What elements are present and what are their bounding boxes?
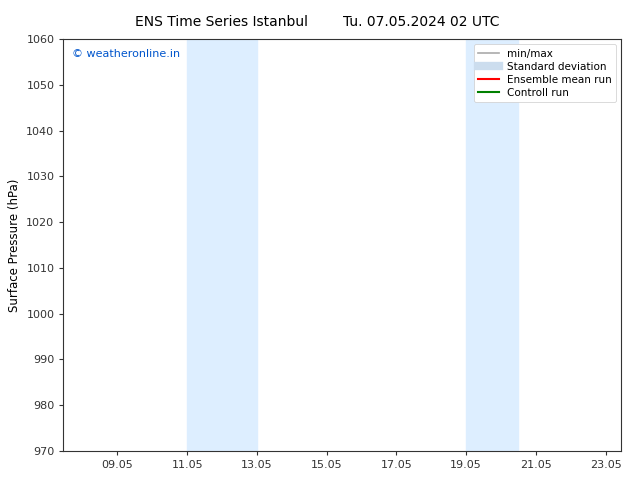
Y-axis label: Surface Pressure (hPa): Surface Pressure (hPa) bbox=[8, 178, 21, 312]
Bar bbox=[466, 39, 519, 451]
Text: © weatheronline.in: © weatheronline.in bbox=[72, 49, 180, 59]
Legend: min/max, Standard deviation, Ensemble mean run, Controll run: min/max, Standard deviation, Ensemble me… bbox=[474, 45, 616, 102]
Bar bbox=[187, 39, 257, 451]
Text: ENS Time Series Istanbul        Tu. 07.05.2024 02 UTC: ENS Time Series Istanbul Tu. 07.05.2024 … bbox=[135, 15, 499, 29]
